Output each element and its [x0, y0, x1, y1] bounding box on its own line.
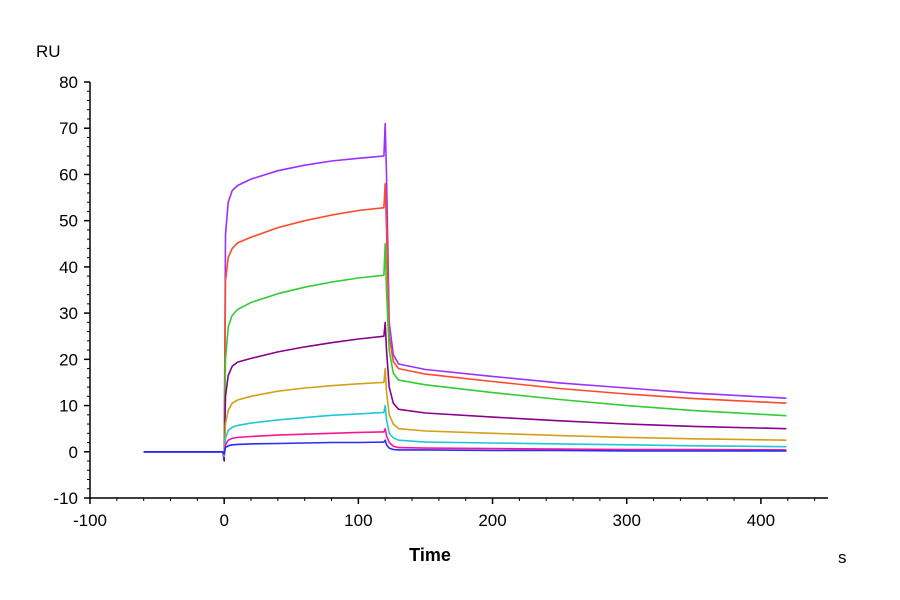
x-axis-unit: s: [838, 548, 847, 567]
series-line-3: [143, 243, 787, 458]
series-line-5: [143, 367, 787, 458]
y-tick-label: 70: [59, 119, 78, 138]
axes-layer: [89, 82, 828, 499]
y-axis-title: RU: [36, 42, 61, 61]
series-line-8: [143, 439, 787, 455]
x-tick-label: 300: [613, 511, 641, 530]
y-tick-label: 60: [59, 165, 78, 184]
y-tick-label: 10: [59, 397, 78, 416]
y-tick-label: 50: [59, 212, 78, 231]
series-layer: [143, 122, 787, 462]
y-tick-label: 30: [59, 304, 78, 323]
y-tick-label: 0: [69, 443, 78, 462]
series-line-4: [143, 321, 787, 462]
series-line-1: [143, 122, 787, 460]
x-tick-label: 100: [344, 511, 372, 530]
y-tick-label: 40: [59, 258, 78, 277]
x-tick-label: -100: [73, 511, 107, 530]
series-line-6: [143, 404, 787, 458]
y-tick-label: -10: [53, 489, 78, 508]
x-tick-label: 0: [219, 511, 228, 530]
x-axis-title: Time: [409, 545, 451, 565]
x-tick-label: 400: [747, 511, 775, 530]
series-line-7: [143, 427, 787, 455]
x-tick-label: 200: [478, 511, 506, 530]
y-tick-label: 20: [59, 350, 78, 369]
series-line-2: [143, 182, 787, 458]
y-tick-label: 80: [59, 73, 78, 92]
